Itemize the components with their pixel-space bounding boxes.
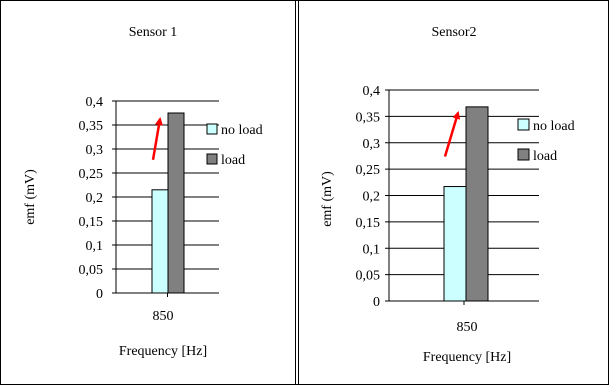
chart2-y-tick-label: 0,2	[363, 190, 381, 205]
chart2-y-tick-label: 0,15	[356, 216, 381, 231]
chart2-plot: 0 0,05 0,1 0,15 0,2 0,25 0,3 0,35 0,4 no load load	[356, 84, 575, 310]
chart2-category-label: 850	[457, 320, 478, 335]
chart1-plot: 0 0,05 0,1 0,15 0,2 0,25 0,3 0,35 0,4 no load load	[79, 95, 263, 302]
chart1-ylabel: emf (mV)	[23, 169, 38, 225]
chart1-category-label: 850	[153, 309, 174, 324]
chart2-y-tick-label: 0,1	[363, 242, 381, 257]
chart1-xlabel: Frequency [Hz]	[119, 344, 207, 359]
chart1-y-tick-label: 0,3	[86, 143, 104, 158]
chart1-y-tick-label: 0,4	[86, 95, 104, 110]
chart2-bar-no-load	[443, 186, 467, 302]
chart2-legend-label: no load	[533, 119, 575, 134]
chart1-y-tick-label: 0,1	[86, 239, 104, 254]
chart1-arrow-annotation	[151, 117, 163, 161]
chart1-bar-load	[167, 112, 185, 294]
chart2-ylabel: emf (mV)	[320, 171, 335, 227]
chart2-legend-swatch-no-load	[517, 118, 530, 131]
chart2-y-tick-label: 0,3	[363, 137, 381, 152]
chart1-title: Sensor 1	[129, 25, 178, 40]
chart2-legend-label: load	[533, 149, 557, 164]
chart2-xlabel: Frequency [Hz]	[423, 350, 511, 365]
chart2-y-tick-label: 0,35	[356, 110, 381, 125]
chart2-bar-load	[465, 106, 489, 302]
chart1-y-tick-label: 0,15	[79, 215, 104, 230]
chart1-legend-label: load	[221, 153, 245, 168]
chart1-y-tick-label: 0,2	[86, 191, 104, 206]
panel-divider	[295, 0, 299, 385]
chart2-title: Sensor2	[431, 25, 476, 40]
chart1-legend-swatch-no-load	[206, 123, 218, 135]
chart1-y-tick-label: 0	[96, 287, 103, 302]
chart2-arrow-annotation	[443, 110, 461, 157]
chart1-legend-label: no load	[221, 123, 263, 138]
chart1-y-tick-label: 0,35	[79, 119, 104, 134]
chart1-y-tick-label: 0,25	[79, 167, 104, 182]
chart2-y-tick-label: 0,25	[356, 163, 381, 178]
chart1-y-tick-label: 0,05	[79, 263, 104, 278]
chart2-legend-swatch-load	[517, 148, 530, 161]
chart2-y-tick-label: 0,4	[363, 84, 381, 99]
chart2-y-tick-label: 0,05	[356, 269, 381, 284]
chart2-y-tick-label: 0	[373, 295, 380, 310]
chart1-bar-no-load	[151, 189, 169, 294]
chart1-legend-swatch-load	[206, 153, 218, 165]
